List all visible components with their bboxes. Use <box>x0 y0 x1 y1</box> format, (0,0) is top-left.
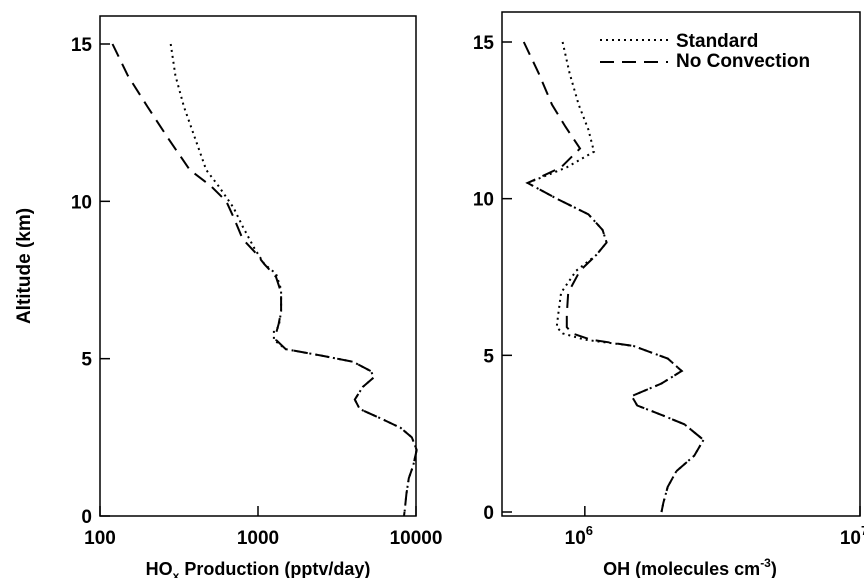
y-tick-label: 15 <box>71 35 93 56</box>
y-tick-label: 5 <box>81 350 92 371</box>
series-group <box>111 43 418 517</box>
y-tick-label: 0 <box>483 503 494 524</box>
series-group <box>522 41 705 513</box>
oh-concentration-panel: 0 5 10 15 106 107 OH (molecules cm-3) Standar… <box>473 11 864 578</box>
y-tick-label: 5 <box>483 346 494 367</box>
x-axis-label-rest: ) <box>771 559 777 578</box>
plot-frame <box>99 15 417 517</box>
x-axis-label-subscript: x <box>173 569 180 578</box>
axis-ticks: 0 5 10 15 106 107 <box>473 33 864 549</box>
y-tick-label: 0 <box>81 507 92 528</box>
x-tick-label: 106 <box>565 523 593 549</box>
x-tick-label: 10000 <box>390 528 443 549</box>
x-axis-label: OH (molecules cm-3) <box>603 556 777 578</box>
hox-production-panel: 0 5 10 15 100 1000 10000 Altitude (km) HOx Pro… <box>14 15 443 578</box>
x-tick-label: 107 <box>840 523 864 549</box>
x-axis-label-rest: Production (pptv/day) <box>179 559 370 578</box>
y-tick-label: 10 <box>473 190 494 211</box>
y-axis-label: Altitude (km) <box>14 208 35 324</box>
legend-no-convection-label: No Convection <box>676 51 810 72</box>
x-tick-label: 1000 <box>237 528 279 549</box>
legend: Standard No Convection <box>600 31 810 72</box>
legend-standard-label: Standard <box>676 31 758 52</box>
series-line-dotted <box>169 43 418 517</box>
series-line-dashed <box>111 43 418 517</box>
series-line-dotted <box>525 41 705 513</box>
x-axis-label: HOx Production (pptv/day) <box>146 559 371 578</box>
series-line-dashed <box>522 41 705 513</box>
x-tick-label: 100 <box>84 528 116 549</box>
y-tick-label: 15 <box>473 33 495 54</box>
x-axis-label-main: OH (molecules cm <box>603 559 760 578</box>
axis-ticks: 0 5 10 15 100 1000 10000 <box>71 35 443 549</box>
plot-frame <box>501 11 861 517</box>
y-tick-label: 10 <box>71 192 92 213</box>
x-axis-label-superscript: -3 <box>760 556 771 570</box>
x-axis-label-main: HO <box>146 559 173 578</box>
